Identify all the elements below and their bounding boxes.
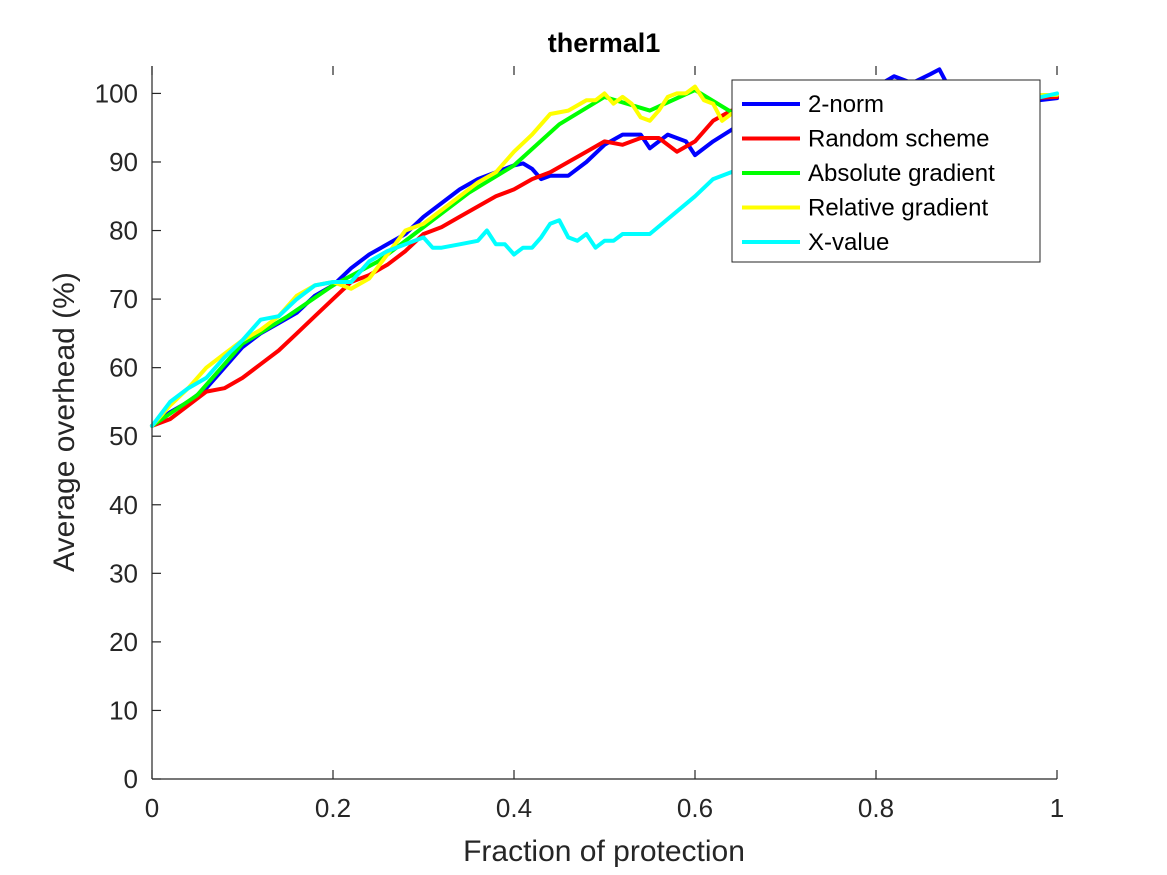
series-line-4 (150, 91, 1059, 428)
y-tick-label: 50 (109, 421, 138, 451)
y-tick-label: 10 (109, 695, 138, 725)
y-tick-label: 70 (109, 284, 138, 314)
x-tick-label: 1 (1050, 793, 1064, 823)
x-tick-label: 0.6 (677, 793, 713, 823)
legend-label-1: Random scheme (808, 126, 989, 153)
legend-label-0: 2-norm (808, 91, 884, 118)
y-tick-label: 40 (109, 490, 138, 520)
legend-label-4: X-value (808, 229, 889, 256)
x-tick-label: 0.2 (315, 793, 351, 823)
chart-title: thermal1 (548, 28, 661, 58)
x-axis-ticks: 0 0.2 0.4 0.6 0.8 1 (145, 66, 1064, 823)
y-axis-label: Average overhead (%) (48, 272, 81, 572)
x-tick-label: 0.4 (496, 793, 532, 823)
x-tick-label: 0.8 (858, 793, 894, 823)
y-tick-label: 60 (109, 353, 138, 383)
y-axis-ticks: 0 10 20 30 40 50 60 70 80 90 100 (95, 78, 161, 794)
x-tick-label: 0 (145, 793, 159, 823)
x-axis-label: Fraction of protection (463, 835, 745, 868)
y-tick-label: 100 (95, 78, 138, 108)
y-tick-label: 80 (109, 216, 138, 246)
series-line-3 (150, 84, 1059, 428)
y-tick-label: 30 (109, 558, 138, 588)
y-tick-label: 90 (109, 147, 138, 177)
y-tick-label: 0 (124, 764, 138, 794)
y-tick-label: 20 (109, 627, 138, 657)
legend-label-2: Absolute gradient (808, 160, 995, 187)
legend: 2-norm Random scheme Absolute gradient Rela… (731, 79, 1041, 263)
legend-label-3: Relative gradient (808, 195, 988, 222)
